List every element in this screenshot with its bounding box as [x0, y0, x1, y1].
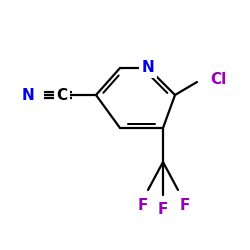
Text: F: F: [158, 202, 168, 218]
Text: F: F: [180, 198, 190, 212]
Text: Cl: Cl: [210, 72, 226, 86]
Text: C: C: [56, 88, 68, 102]
Text: N: N: [142, 60, 154, 76]
Text: N: N: [22, 88, 34, 102]
Text: F: F: [138, 198, 148, 212]
